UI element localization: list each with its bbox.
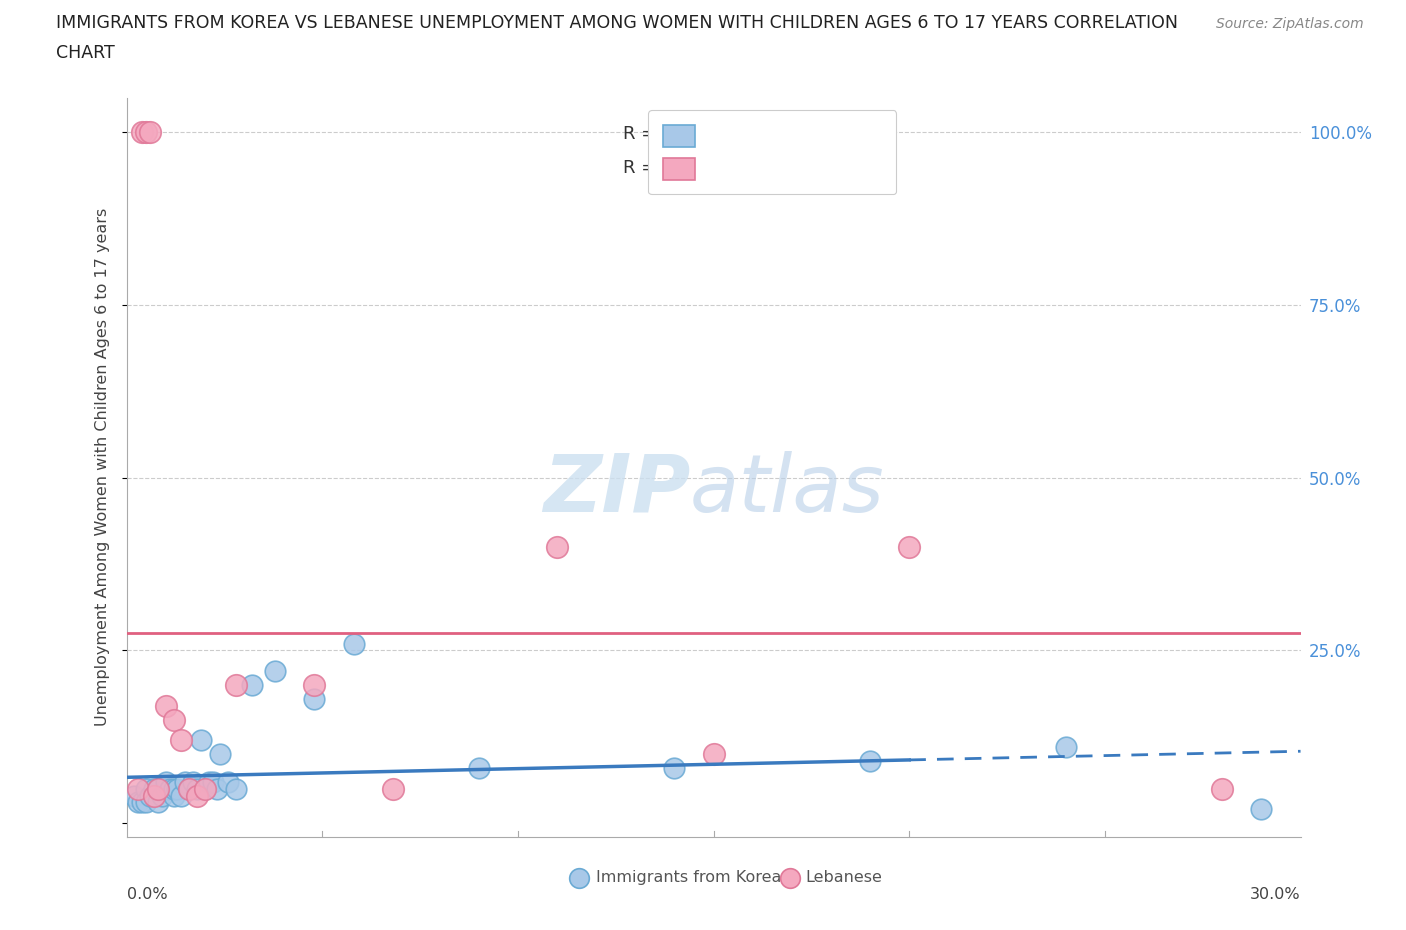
Text: 39: 39 (758, 125, 782, 143)
Point (179, 781, 201, 796)
Text: 0.218: 0.218 (668, 125, 718, 143)
Text: CHART: CHART (56, 44, 115, 61)
Point (225, 781, 247, 796)
Text: 30.0%: 30.0% (1250, 887, 1301, 902)
Text: N =: N = (723, 125, 775, 143)
Point (179, 781, 201, 796)
Text: 19: 19 (758, 159, 780, 177)
Point (859, 753, 882, 768)
Point (135, 795, 157, 810)
Point (127, 781, 149, 796)
Point (162, 781, 184, 796)
Point (381, 781, 404, 796)
Text: Immigrants from Korea: Immigrants from Korea (596, 870, 782, 885)
Point (467, 761, 489, 776)
Point (146, 795, 169, 810)
Point (174, 775, 197, 790)
Point (304, 678, 326, 693)
Point (342, 636, 364, 651)
Point (186, 788, 208, 803)
Point (155, 781, 177, 796)
Point (127, 795, 149, 810)
Legend:                               ,                               : , (648, 111, 897, 194)
Point (146, 781, 169, 796)
Point (159, 781, 181, 796)
Point (150, 788, 173, 803)
Text: ZIP: ZIP (543, 450, 690, 528)
Point (209, 747, 232, 762)
Point (124, 788, 146, 803)
Point (162, 712, 184, 727)
Text: R =: R = (623, 125, 662, 143)
Text: atlas: atlas (690, 450, 884, 528)
Point (304, 691, 326, 706)
Point (142, 788, 165, 803)
Point (898, 539, 921, 554)
Point (264, 664, 287, 679)
Point (190, 733, 212, 748)
Text: 0.0%: 0.0% (127, 887, 167, 902)
Point (1211, 781, 1233, 796)
Point (1250, 802, 1272, 817)
Point (139, 125, 162, 140)
Point (217, 775, 239, 790)
Text: Lebanese: Lebanese (806, 870, 882, 885)
Point (186, 781, 208, 796)
Point (170, 788, 193, 803)
Point (142, 781, 165, 796)
Text: IMMIGRANTS FROM KOREA VS LEBANESE UNEMPLOYMENT AMONG WOMEN WITH CHILDREN AGES 6 : IMMIGRANTS FROM KOREA VS LEBANESE UNEMPL… (56, 14, 1178, 32)
Text: Source: ZipAtlas.com: Source: ZipAtlas.com (1216, 17, 1364, 31)
Point (146, 781, 169, 796)
Point (194, 781, 217, 796)
Point (197, 775, 219, 790)
Point (131, 125, 153, 140)
Point (131, 795, 153, 810)
Point (142, 788, 165, 803)
Point (201, 775, 224, 790)
Point (205, 781, 228, 796)
Point (194, 781, 217, 796)
Point (155, 775, 177, 790)
Y-axis label: Unemployment Among Women with Children Ages 6 to 17 years: Unemployment Among Women with Children A… (96, 208, 111, 726)
Point (135, 125, 157, 140)
Text: 0.001: 0.001 (668, 159, 718, 177)
Text: N =: N = (723, 159, 775, 177)
Point (181, 775, 204, 790)
Text: R =: R = (623, 159, 662, 177)
Point (546, 539, 568, 554)
Point (135, 781, 157, 796)
Point (162, 788, 184, 803)
Point (155, 698, 177, 713)
Point (170, 733, 193, 748)
Point (664, 761, 686, 776)
Point (702, 747, 725, 762)
Point (240, 678, 263, 693)
Point (225, 678, 247, 693)
Point (139, 788, 162, 803)
Point (166, 781, 188, 796)
Point (1054, 739, 1077, 754)
